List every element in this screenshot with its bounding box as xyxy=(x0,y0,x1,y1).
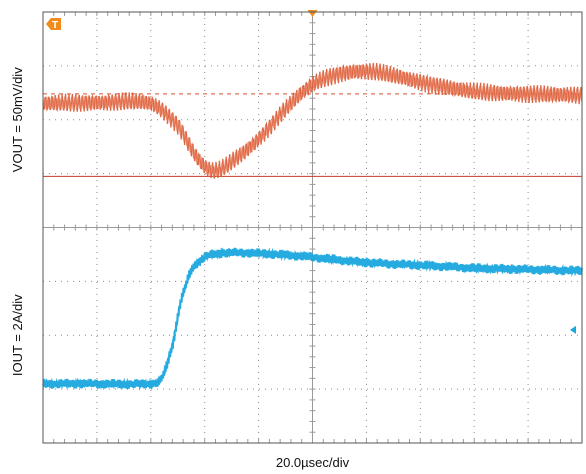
time-axis-label: 20.0µsec/div xyxy=(276,455,350,470)
markers: T xyxy=(46,10,576,334)
trigger-label: T xyxy=(52,20,58,31)
vout-trace-persistence xyxy=(42,64,583,179)
traces xyxy=(42,62,584,391)
plot-frame xyxy=(42,11,583,444)
channel2-level-icon xyxy=(570,325,576,334)
vout-axis-label: VOUT = 50mV/div xyxy=(10,67,25,172)
grid xyxy=(42,11,583,444)
iout-axis-label: IOUT = 2A/div xyxy=(10,294,25,376)
trigger-position-icon xyxy=(307,10,318,17)
trigger-level-icon xyxy=(46,18,61,30)
iout-trace xyxy=(42,247,584,391)
vout-trace xyxy=(42,62,583,179)
